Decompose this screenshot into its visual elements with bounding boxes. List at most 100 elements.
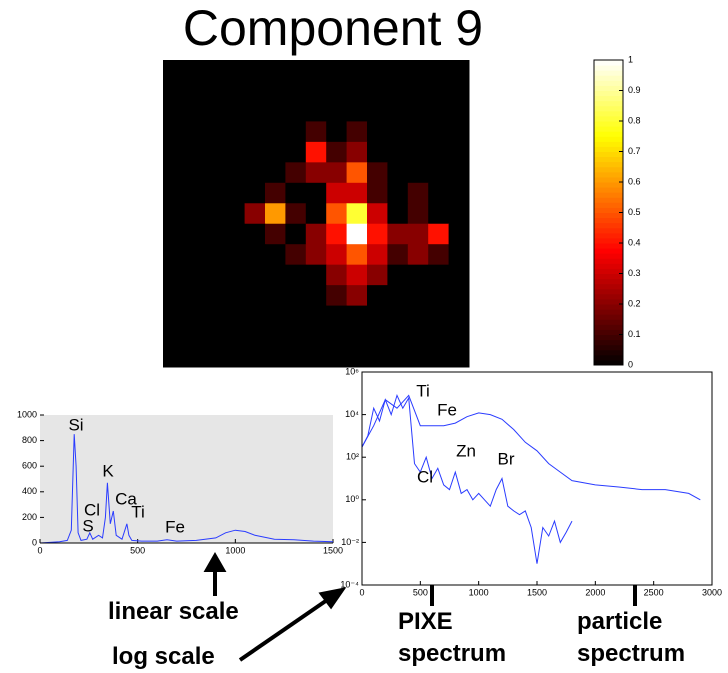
x-tick-label: 3000 (702, 587, 722, 597)
heatmap-cell (428, 162, 450, 184)
heatmap-cell (387, 60, 409, 81)
heatmap-cell (367, 100, 388, 122)
heatmap-cell (387, 264, 409, 286)
heatmap-cell (407, 264, 429, 286)
heatmap-cell (183, 100, 205, 122)
peak-label: Cl (417, 467, 433, 486)
colorbar-band (594, 100, 623, 107)
y-tick-label: 400 (22, 486, 37, 496)
heatmap-cell (407, 326, 429, 348)
heatmap-cell (163, 80, 184, 102)
heatmap-cell (265, 326, 286, 348)
arrow-head (318, 587, 347, 610)
heatmap-cell (326, 305, 348, 327)
heatmap-cell (244, 346, 266, 368)
heatmap-cell (346, 121, 368, 143)
heatmap-cell (346, 141, 368, 163)
annotation: linear scale (108, 598, 239, 625)
y-tick-label: 10⁴ (345, 409, 359, 419)
heatmap-cell (265, 285, 286, 307)
heatmap-cell (224, 141, 246, 163)
y-tick-label: 10⁶ (345, 366, 359, 376)
x-tick-label: 2000 (585, 587, 605, 597)
x-tick-label: 1000 (225, 545, 245, 555)
heatmap-cell (448, 305, 470, 327)
heatmap-cell (244, 244, 266, 266)
colorbar-band (594, 354, 623, 361)
heatmap-cell (428, 223, 450, 245)
x-tick-label: 500 (413, 587, 428, 597)
y-tick-label: 1000 (17, 409, 37, 419)
heatmap-cell (265, 203, 286, 225)
heatmap-cell (448, 346, 470, 368)
colorbar-band (594, 283, 623, 290)
y-tick-label: 10⁻² (341, 537, 359, 547)
colorbar-band (594, 110, 623, 117)
heatmap-cell (428, 100, 450, 122)
colorbar-band (594, 75, 623, 81)
peak-label: Ti (131, 502, 145, 521)
heatmap-cell (285, 141, 307, 163)
heatmap-cell (203, 203, 225, 225)
heatmap-cell (326, 162, 348, 184)
heatmap-cell (448, 121, 470, 143)
heatmap-cell (346, 305, 368, 327)
heatmap-cell (163, 60, 184, 81)
colorbar-band (594, 182, 623, 188)
heatmap-cell (244, 203, 266, 225)
heatmap-cell (305, 305, 327, 327)
heatmap-cell (387, 203, 409, 225)
heatmap-cell (326, 203, 348, 225)
heatmap-cell (428, 80, 450, 102)
colorbar-band (594, 156, 623, 163)
heatmap-cell (203, 264, 225, 286)
heatmap-cell (326, 244, 348, 266)
heatmap-cell (305, 121, 327, 143)
colorbar-tick-label: 0.6 (628, 176, 641, 186)
colorbar-tick-label: 0.7 (628, 146, 641, 156)
heatmap-cell (183, 80, 205, 102)
colorbar-band (594, 115, 623, 122)
heatmap-cell (203, 244, 225, 266)
peak-label: Cl (84, 500, 100, 519)
heatmap-cell (163, 203, 184, 225)
colorbar-tick-label: 0.8 (628, 115, 641, 125)
heatmap-cell (407, 223, 429, 245)
colorbar-band (594, 319, 623, 325)
heatmap-cell (367, 141, 388, 163)
heatmap-cell (367, 305, 388, 327)
heatmap-cell (448, 326, 470, 348)
colorbar-band (594, 232, 623, 239)
y-tick-label: 10² (346, 452, 359, 462)
colorbar-tick-label: 0.3 (628, 268, 641, 278)
heatmap-cell (265, 80, 286, 102)
colorbar-tick-label: 0.1 (628, 329, 641, 339)
heatmap-cell (265, 60, 286, 81)
colorbar-band (594, 329, 623, 335)
y-tick-label: 10⁻⁴ (340, 579, 359, 589)
heatmap-cell (183, 285, 205, 307)
heatmap-cell (163, 264, 184, 286)
heatmap-cell (285, 121, 307, 143)
heatmap-cell (183, 141, 205, 163)
heatmap-cell (346, 80, 368, 102)
heatmap-cell (305, 203, 327, 225)
heatmap-cell (305, 80, 327, 102)
heatmap-cell (407, 203, 429, 225)
x-tick-label: 1500 (323, 545, 343, 555)
colorbar-band (594, 222, 623, 229)
colorbar-band (594, 359, 623, 366)
colorbar-band (594, 253, 623, 259)
heatmap-cell (367, 244, 388, 266)
heatmap-cell (367, 203, 388, 225)
heatmap-cell (285, 223, 307, 245)
heatmap-cell (224, 223, 246, 245)
heatmap-cell (244, 80, 266, 102)
heatmap-cell (448, 264, 470, 286)
heatmap-cell (224, 80, 246, 102)
heatmap-cell (265, 244, 286, 266)
colorbar-band (594, 268, 623, 274)
series-label: particle spectrum (577, 608, 686, 667)
colorbar-band (594, 171, 623, 178)
heatmap-cell (163, 121, 184, 143)
